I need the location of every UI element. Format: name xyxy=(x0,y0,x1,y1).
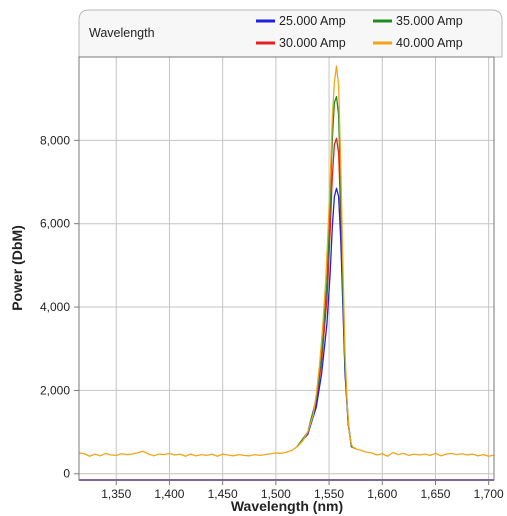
y-tick-label: 0 xyxy=(63,467,70,481)
x-tick-label: 1,350 xyxy=(101,487,131,501)
y-tick-label: 2,000 xyxy=(40,383,70,397)
legend-label-25-amp: 25.000 Amp xyxy=(279,14,346,28)
legend-label-30-amp: 30.000 Amp xyxy=(279,36,346,50)
x-tick-label: 1,700 xyxy=(474,487,504,501)
y-tick-label: 6,000 xyxy=(40,217,70,231)
x-tick-label: 1,550 xyxy=(314,487,344,501)
plot-border xyxy=(78,56,495,481)
y-axis-title: Power (DbM) xyxy=(9,225,25,311)
x-tick-label: 1,650 xyxy=(420,487,450,501)
legend-label-35-amp: 35.000 Amp xyxy=(396,14,463,28)
x-tick-label: 1,600 xyxy=(367,487,397,501)
y-tick-label: 4,000 xyxy=(40,300,70,314)
y-tick-label: 8,000 xyxy=(40,133,70,147)
legend: 25.000 Amp 35.000 Amp 30.000 Amp 40.000 … xyxy=(256,14,463,50)
legend-label-40-amp: 40.000 Amp xyxy=(396,36,463,50)
plot-area xyxy=(79,57,494,480)
y-axis: 0 2,000 4,000 6,000 8,000 xyxy=(40,133,79,481)
x-tick-label: 1,450 xyxy=(208,487,238,501)
chart-title: Wavelength xyxy=(89,26,155,40)
series-line-40-amp xyxy=(78,65,495,457)
x-tick-label: 1,400 xyxy=(154,487,184,501)
chart-header-tab xyxy=(78,9,503,58)
x-tick-label: 1,500 xyxy=(261,487,291,501)
grid xyxy=(79,57,494,480)
x-axis: 1,350 1,400 1,450 1,500 1,550 1,600 1,650 1,700 xyxy=(101,480,504,501)
x-axis-title: Wavelength (nm) xyxy=(231,498,343,514)
